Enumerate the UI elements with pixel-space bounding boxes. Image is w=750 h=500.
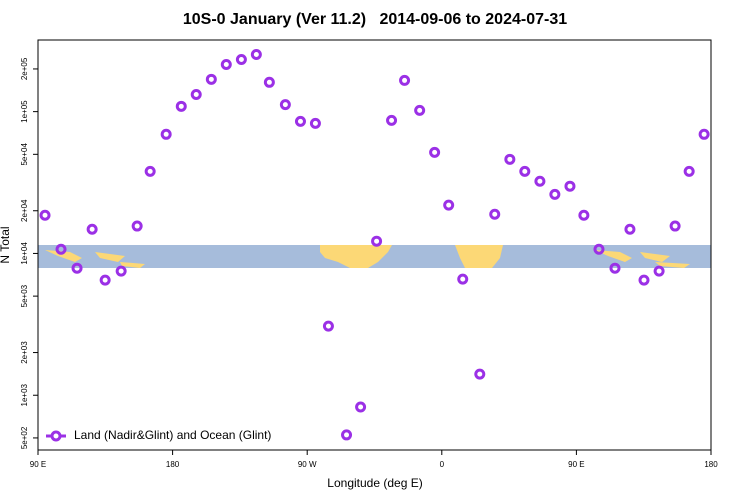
- y-tick-label: 5e+03: [20, 284, 29, 307]
- point: [55, 243, 67, 255]
- point: [341, 429, 353, 441]
- x-axis-label: Longitude (deg E): [327, 476, 422, 490]
- point: [624, 223, 636, 235]
- x-tick-label: 0: [440, 460, 445, 469]
- y-tick-label: 2e+04: [20, 199, 29, 222]
- y-axis-label: N Total: [0, 226, 12, 263]
- point: [429, 146, 441, 158]
- point: [71, 262, 83, 274]
- x-tick-label: 90 W: [298, 460, 317, 469]
- point: [698, 128, 710, 140]
- point: [99, 274, 111, 286]
- y-tick-label: 1e+03: [20, 383, 29, 406]
- point: [39, 209, 51, 221]
- point: [309, 117, 321, 129]
- x-tick-label: 90 E: [568, 460, 584, 469]
- point: [564, 180, 576, 192]
- x-tick-label: 90 E: [30, 460, 46, 469]
- point: [205, 73, 217, 85]
- point: [638, 274, 650, 286]
- point: [578, 209, 590, 221]
- point: [190, 89, 202, 101]
- point: [235, 54, 247, 66]
- point: [160, 128, 172, 140]
- point: [175, 100, 187, 112]
- point: [457, 273, 469, 285]
- legend-label: Land (Nadir&Glint) and Ocean (Glint): [74, 428, 271, 442]
- x-tick-label: 180: [166, 460, 180, 469]
- point: [443, 199, 455, 211]
- x-tick-label: 180: [704, 460, 718, 469]
- y-tick-label: 2e+05: [20, 57, 29, 80]
- map-band: [38, 245, 711, 268]
- legend-marker: [50, 430, 62, 442]
- y-tick-label: 1e+04: [20, 242, 29, 265]
- point: [86, 223, 98, 235]
- point: [549, 188, 561, 200]
- y-tick-label: 1e+05: [20, 100, 29, 123]
- point: [263, 76, 275, 88]
- y-tick-label: 2e+03: [20, 341, 29, 364]
- point: [144, 165, 156, 177]
- point: [371, 235, 383, 247]
- point: [653, 265, 665, 277]
- y-tick-label: 5e+02: [20, 426, 29, 449]
- point: [386, 114, 398, 126]
- plot-frame: [37, 39, 712, 451]
- point: [414, 104, 426, 116]
- point: [474, 368, 486, 380]
- point: [355, 401, 367, 413]
- point: [250, 48, 262, 60]
- point: [504, 153, 516, 165]
- chart-title: 10S-0 January (Ver 11.2) 2014-09-06 to 2…: [183, 11, 567, 28]
- point: [489, 208, 501, 220]
- point: [294, 115, 306, 127]
- point: [131, 220, 143, 232]
- point: [683, 165, 695, 177]
- point: [115, 265, 127, 277]
- point: [220, 58, 232, 70]
- point: [322, 320, 334, 332]
- y-tick-label: 5e+04: [20, 143, 29, 166]
- point: [593, 243, 605, 255]
- point: [609, 262, 621, 274]
- point: [669, 220, 681, 232]
- point: [279, 99, 291, 111]
- point: [519, 165, 531, 177]
- point: [534, 175, 546, 187]
- point: [399, 74, 411, 86]
